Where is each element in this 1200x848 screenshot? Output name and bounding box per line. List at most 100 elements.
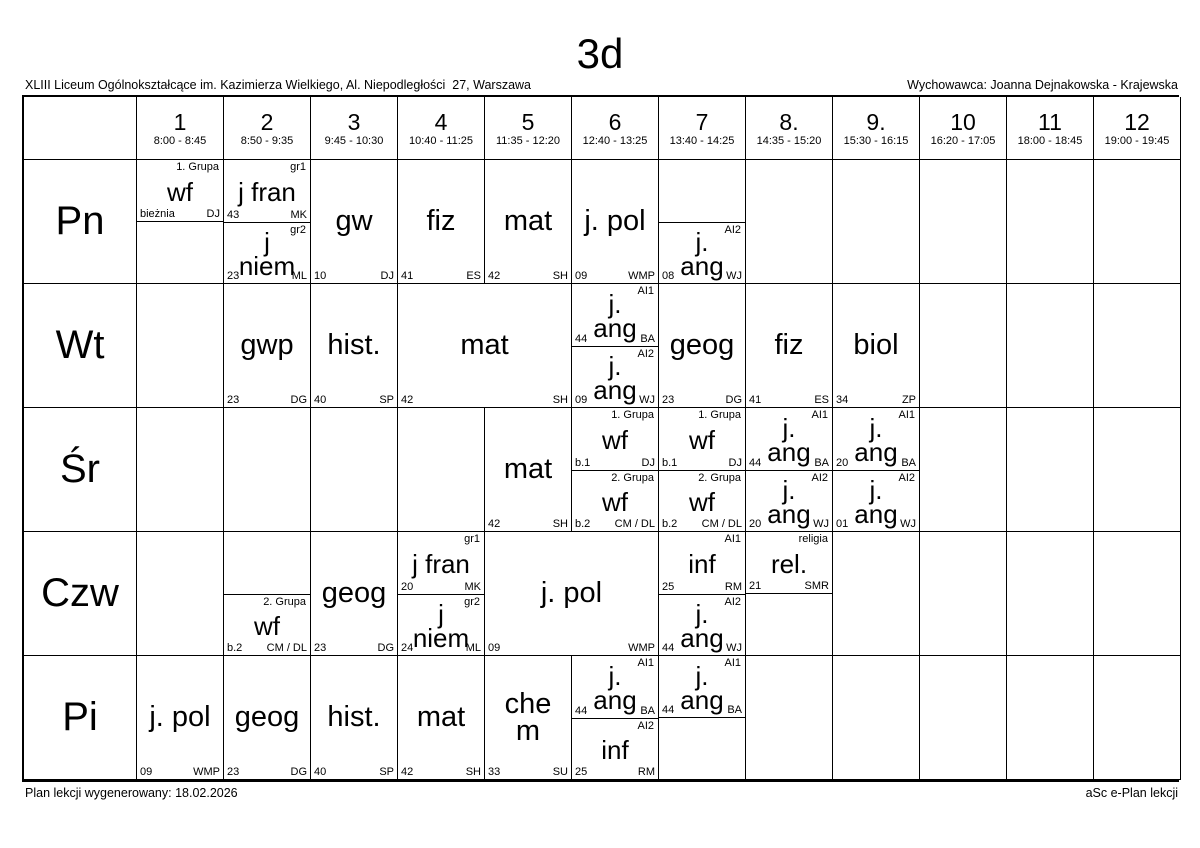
subheader: XLIII Liceum Ogólnokształcące im. Kazimi… [25, 78, 1178, 92]
lesson-meta: 42 SH [485, 270, 571, 283]
lesson-teacher: DJ [728, 456, 742, 469]
lesson-room: 10 [314, 270, 327, 283]
lesson: j. pol 09 WMP [485, 532, 658, 655]
lesson-teacher: SMR [804, 579, 829, 592]
timetable-corner-cell [24, 97, 137, 161]
lesson: mat 42 SH [398, 284, 571, 407]
period-number: 12 [1124, 108, 1150, 135]
period-number: 7 [695, 108, 709, 135]
timetable-cell: geog 23 DG [224, 656, 311, 781]
lesson-room: 23 [227, 270, 240, 283]
empty-cell [137, 408, 224, 533]
lesson: geog 23 DG [311, 532, 397, 655]
lesson-subject: fiz [426, 205, 456, 238]
lesson-teacher: MK [290, 208, 308, 221]
empty-cell [137, 532, 224, 657]
lesson-group-tag: AI2 [637, 719, 654, 732]
period-number: 5 [521, 108, 535, 135]
lesson-subject: j. ang [593, 289, 637, 344]
lesson-subject: j. ang [767, 413, 811, 468]
lesson-teacher: WMP [193, 766, 220, 779]
timetable-cell: 1. Grupa wf b.1 DJ 2. Grupa wf b.2 CM / DL [659, 408, 746, 533]
lesson-room: 33 [488, 766, 501, 779]
period-header-cell: 12 19:00 - 19:45 [1094, 97, 1181, 161]
lesson-teacher: ZP [901, 394, 916, 407]
lesson-teacher: WMP [628, 642, 655, 655]
timetable-cell: AI1 j. ang 44 BA [659, 656, 746, 781]
lesson-meta: b.1 DJ [572, 457, 658, 470]
lesson-group-tag: 1. Grupa [176, 161, 219, 174]
timetable-cell: biol 34 ZP [833, 284, 920, 409]
lesson-teacher: ML [465, 642, 481, 655]
lesson-group-tag: AI1 [811, 409, 828, 422]
lesson-subject: geog [321, 577, 387, 610]
lesson: fiz 41 ES [746, 284, 832, 407]
period-time: 16:20 - 17:05 [930, 135, 996, 148]
lesson-teacher: CM / DL [614, 518, 655, 531]
lesson-room: 44 [662, 703, 675, 716]
lesson-teacher: DG [290, 766, 308, 779]
timetable-cell: j. pol 09 WMP [572, 160, 659, 285]
lesson-subject: j. ang [680, 660, 724, 715]
lesson: hist. 40 SP [311, 284, 397, 407]
timetable-cell: AI1 j. ang 44 BA AI2 inf 25 RM [572, 656, 659, 781]
lesson-meta: b.2 CM / DL [224, 642, 310, 655]
period-time: 18:00 - 18:45 [1017, 135, 1083, 148]
lesson: 2. Grupa wf b.2 CM / DL [572, 469, 658, 532]
lesson-teacher: SP [379, 766, 394, 779]
lesson-subject: fiz [774, 329, 804, 362]
lesson-meta: 42 SH [398, 394, 571, 407]
timetable-cell: gwp 23 DG [224, 284, 311, 409]
lesson-meta: 09 WJ [572, 394, 658, 407]
footer: Plan lekcji wygenerowany: 18.02.2026 aSc… [25, 786, 1178, 800]
lesson-subject: j. pol [149, 701, 211, 734]
lesson-subject: biol [853, 329, 899, 362]
lesson-teacher: WMP [628, 270, 655, 283]
empty-cell [920, 160, 1007, 285]
lesson-teacher: CM / DL [266, 642, 307, 655]
lesson: j. pol 09 WMP [137, 656, 223, 779]
lesson-meta: 09 WMP [572, 270, 658, 283]
lesson-teacher: DJ [206, 207, 220, 220]
lesson-meta: 34 ZP [833, 394, 919, 407]
timetable-cell: 1. Grupa wf bieżnia DJ [137, 160, 224, 285]
lesson-room: 42 [401, 394, 414, 407]
lesson-meta: bieżnia DJ [137, 208, 223, 221]
lesson-meta: 25 RM [572, 766, 658, 779]
lesson-group-tag: AI2 [637, 347, 654, 360]
lesson-group-tag: AI2 [898, 471, 915, 484]
lesson-meta: 10 DJ [311, 270, 397, 283]
lesson: mat 42 SH [398, 656, 484, 779]
lesson-room: 44 [575, 332, 588, 345]
lesson-meta: b.2 CM / DL [659, 518, 745, 531]
lesson: 2. Grupa wf b.2 CM / DL [224, 593, 310, 656]
lesson-room: b.2 [662, 518, 678, 531]
period-time: 8:50 - 9:35 [240, 135, 294, 148]
lesson-room: 23 [314, 642, 327, 655]
empty-cell [311, 408, 398, 533]
tutor-name: Wychowawca: Joanna Dejnakowska - Krajews… [907, 78, 1178, 93]
lesson-teacher: DG [725, 394, 743, 407]
lesson-meta: 44 BA [572, 333, 658, 346]
page-title: 3d [576, 30, 624, 77]
lesson-meta: b.1 DJ [659, 457, 745, 470]
lesson-subject: geog [669, 329, 735, 362]
period-time: 10:40 - 11:25 [408, 135, 473, 148]
lesson-teacher: DG [377, 642, 395, 655]
timetable-cell: j. pol 09 WMP [137, 656, 224, 781]
lesson-subject: j. ang [593, 351, 637, 406]
period-header-cell: 8. 14:35 - 15:20 [746, 97, 833, 161]
lesson-meta: 33 SU [485, 766, 571, 779]
lesson-subject: mat [503, 205, 553, 238]
lesson-room: 21 [749, 579, 762, 592]
lesson-teacher: CM / DL [701, 518, 742, 531]
lesson: mat 42 SH [485, 408, 571, 531]
lesson-subject: inf [601, 735, 629, 766]
period-header-cell: 6 12:40 - 13:25 [572, 97, 659, 161]
lesson-room: b.2 [227, 642, 243, 655]
timetable-cell: AI1 j. ang 20 BA AI2 j. ang 01 WJ [833, 408, 920, 533]
period-header-cell: 3 9:45 - 10:30 [311, 97, 398, 161]
lesson: 1. Grupa wf b.1 DJ [572, 408, 658, 470]
lesson-subject: hist. [327, 329, 381, 362]
